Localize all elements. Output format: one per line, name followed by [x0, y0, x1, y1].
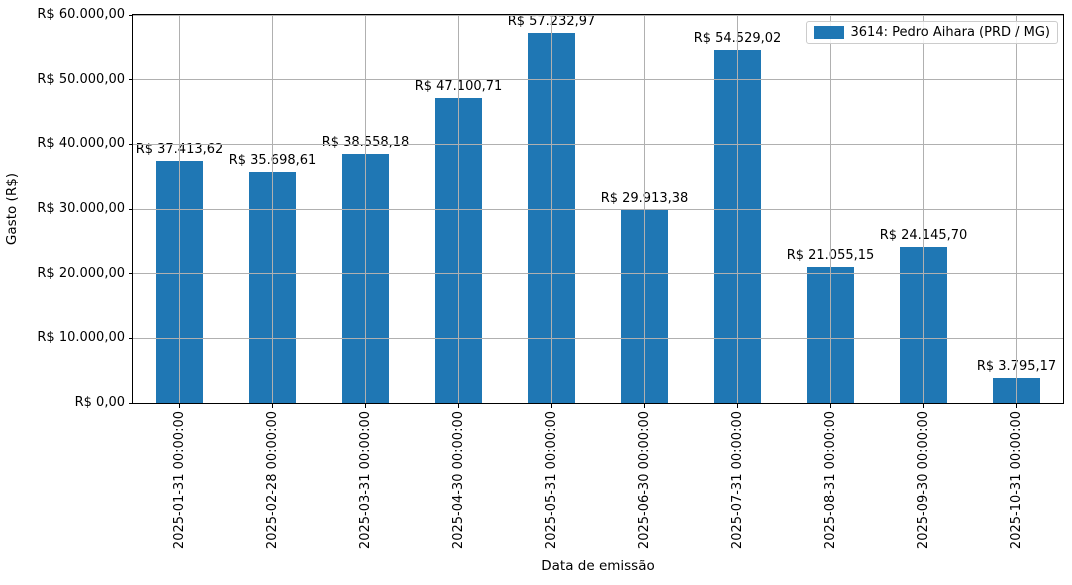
- y-tick-mark: [129, 337, 133, 339]
- y-gridline: [133, 143, 1063, 145]
- x-tick-mark: [1016, 404, 1017, 408]
- y-tick-label: R$ 0,00: [74, 395, 125, 410]
- x-gridline: [272, 15, 273, 403]
- x-tick-label: 2025-08-31 00:00:00: [822, 411, 838, 550]
- plot-area: [132, 14, 1064, 404]
- x-tick-mark: [644, 404, 645, 408]
- y-tick-label: R$ 60.000,00: [37, 7, 125, 22]
- y-tick-mark: [129, 14, 133, 16]
- x-tick-mark: [365, 404, 366, 408]
- y-gridline: [133, 273, 1063, 275]
- y-tick-label: R$ 50.000,00: [37, 71, 125, 87]
- y-tick-mark: [129, 208, 133, 210]
- y-tick-label: R$ 30.000,00: [37, 201, 125, 216]
- x-axis-title: Data de emissão: [541, 558, 655, 574]
- x-gridline: [644, 15, 645, 403]
- x-gridline: [551, 15, 552, 403]
- legend: 3614: Pedro Aihara (PRD / MG): [805, 21, 1058, 44]
- x-tick-label: 2025-09-30 00:00:00: [915, 411, 931, 550]
- y-tick-label: R$ 20.000,00: [37, 265, 125, 281]
- x-gridline: [737, 15, 738, 403]
- x-tick-mark: [923, 404, 924, 408]
- x-gridline: [830, 15, 831, 403]
- grid-layer: [133, 14, 1063, 403]
- y-tick-label: R$ 10.000,00: [37, 330, 125, 346]
- x-tick-label: 2025-05-31 00:00:00: [543, 411, 559, 550]
- x-tick-label: 2025-03-31 00:00:00: [357, 411, 373, 550]
- legend-label: 3614: Pedro Aihara (PRD / MG): [850, 25, 1050, 40]
- x-tick-label: 2025-04-30 00:00:00: [450, 411, 466, 550]
- y-tick-label: R$ 40.000,00: [37, 136, 125, 152]
- x-gridline: [1016, 15, 1017, 403]
- x-tick-mark: [830, 404, 831, 408]
- x-tick-mark: [272, 404, 273, 408]
- x-gridline: [179, 15, 180, 403]
- x-tick-label: 2025-06-30 00:00:00: [636, 411, 652, 550]
- x-gridline: [458, 15, 459, 403]
- x-tick-mark: [179, 404, 180, 408]
- legend-swatch: [813, 26, 844, 39]
- x-tick-mark: [737, 404, 738, 408]
- x-tick-label: 2025-10-31 00:00:00: [1008, 411, 1024, 550]
- y-tick-mark: [129, 143, 133, 145]
- y-tick-mark: [129, 273, 133, 275]
- y-tick-mark: [129, 402, 133, 404]
- y-gridline: [133, 79, 1063, 81]
- x-tick-label: 2025-02-28 00:00:00: [264, 411, 280, 550]
- x-tick-label: 2025-01-31 00:00:00: [171, 411, 187, 550]
- x-tick-mark: [458, 404, 459, 408]
- x-tick-mark: [551, 404, 552, 408]
- y-tick-mark: [129, 79, 133, 81]
- y-gridline: [133, 208, 1063, 210]
- x-gridline: [923, 15, 924, 403]
- y-gridline: [133, 14, 1063, 16]
- y-gridline: [133, 337, 1063, 339]
- x-gridline: [365, 15, 366, 403]
- x-tick-label: 2025-07-31 00:00:00: [729, 411, 745, 550]
